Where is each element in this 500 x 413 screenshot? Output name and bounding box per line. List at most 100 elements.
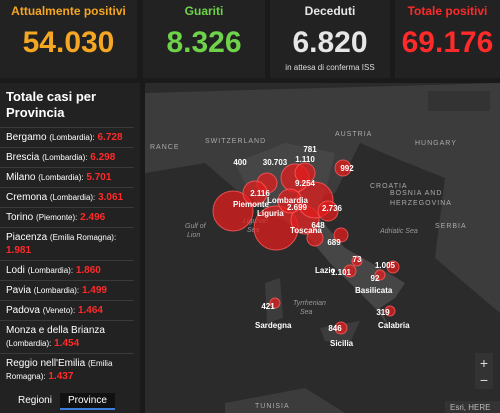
bubble bbox=[334, 159, 352, 177]
bubble-label: 992 bbox=[340, 164, 354, 173]
item-value: 1.437 bbox=[48, 371, 74, 382]
bubble bbox=[374, 269, 386, 281]
stat-card: Deceduti 6.820 in attesa di conferma ISS bbox=[270, 0, 390, 78]
bubble-label: 92 bbox=[371, 274, 380, 283]
bubble-label: 421 bbox=[261, 302, 275, 311]
bubble-label: 1.101 bbox=[331, 268, 352, 277]
country-label: SERBIA bbox=[435, 223, 467, 230]
sea-label: Sea bbox=[247, 227, 260, 234]
bubble-label: 2.699 bbox=[287, 203, 308, 212]
stat-value: 8.326 bbox=[166, 26, 242, 59]
sea-label: Tyrrhenian bbox=[293, 300, 326, 307]
item-value: 2.496 bbox=[80, 212, 106, 223]
list-item[interactable]: Lodi (Lombardia): 1.860 bbox=[0, 260, 134, 280]
bubble bbox=[343, 264, 357, 278]
region-label: Basilicata bbox=[355, 286, 393, 295]
item-name: Milano bbox=[6, 172, 36, 183]
item-region: (Veneto): bbox=[42, 306, 76, 315]
attribution-bg bbox=[445, 401, 500, 413]
bubble-label: 2.116 bbox=[250, 189, 270, 198]
sidebar: Totale casi per Provincia Bergamo (Lomba… bbox=[0, 83, 140, 413]
bubble bbox=[269, 297, 281, 309]
bubble-label: 319 bbox=[376, 308, 390, 317]
country-label: HUNGARY bbox=[415, 140, 457, 147]
sidebar-title: Totale casi per Provincia bbox=[6, 89, 97, 120]
item-value: 1.499 bbox=[81, 285, 107, 296]
country-label: CROATIA bbox=[370, 183, 408, 190]
tabs: Regioni Province bbox=[0, 390, 140, 413]
country-label: RANCE bbox=[150, 144, 180, 151]
item-value: 1.981 bbox=[6, 245, 32, 256]
item-name: Monza e della Brianza bbox=[6, 325, 105, 336]
bubble-label: 2.736 bbox=[322, 204, 343, 213]
stat-label: Totale positivi bbox=[407, 4, 488, 18]
item-name: Brescia bbox=[6, 152, 40, 163]
region-label: Toscana bbox=[290, 226, 322, 235]
item-value: 1.464 bbox=[77, 305, 103, 316]
item-value: 5.701 bbox=[86, 172, 112, 183]
item-value: 3.061 bbox=[98, 192, 124, 203]
stat-card: Totale positivi 69.176 bbox=[395, 0, 500, 78]
list-item[interactable]: Bergamo (Lombardia): 6.728 bbox=[0, 127, 134, 147]
region-label: Liguria bbox=[257, 209, 284, 218]
attribution: Esri, HERE bbox=[450, 403, 490, 412]
item-region: (Emilia Romagna): bbox=[49, 233, 117, 242]
list-item[interactable]: Pavia (Lombardia): 1.499 bbox=[0, 280, 134, 300]
bubble bbox=[317, 200, 339, 222]
land bbox=[225, 178, 500, 413]
bubble bbox=[294, 162, 316, 184]
region-label: Sicilia bbox=[330, 339, 354, 348]
list-item[interactable]: Monza e della Brianza (Lombardia): 1.454 bbox=[0, 320, 134, 353]
bubble-label: 1.005 bbox=[375, 261, 396, 270]
bubble-label: 781 bbox=[303, 145, 317, 154]
region-label: Lombardia bbox=[267, 196, 308, 205]
stat-value: 69.176 bbox=[401, 26, 494, 59]
list-item[interactable]: Reggio nell'Emilia (Emilia Romagna): 1.4… bbox=[0, 353, 134, 386]
bubble-label: 9.254 bbox=[295, 179, 316, 188]
bubble bbox=[212, 190, 254, 232]
bubble-label: 846 bbox=[328, 324, 342, 333]
toolbar bbox=[428, 91, 490, 111]
item-region: (Piemonte): bbox=[36, 213, 78, 222]
bubble bbox=[384, 305, 396, 317]
item-name: Cremona bbox=[6, 192, 48, 203]
bubble-label: 689 bbox=[327, 238, 341, 247]
item-name: Lodi bbox=[6, 265, 25, 276]
list-item[interactable]: Torino (Piemonte): 2.496 bbox=[0, 207, 134, 227]
list-item[interactable]: Milano (Lombardia): 5.701 bbox=[0, 167, 134, 187]
tab[interactable]: Regioni bbox=[18, 395, 52, 406]
list-item[interactable]: Cremona (Lombardia): 3.061 bbox=[0, 187, 134, 207]
item-name: Padova bbox=[6, 305, 40, 316]
country-label: AUSTRIA bbox=[335, 131, 372, 138]
list-item[interactable]: Padova (Veneto): 1.464 bbox=[0, 300, 134, 320]
country-label: SWITZERLAND bbox=[205, 138, 266, 145]
item-region: (Emilia Romagna): bbox=[6, 359, 113, 381]
land bbox=[145, 83, 500, 203]
item-name: Pavia bbox=[6, 285, 32, 296]
bubble bbox=[277, 188, 303, 214]
bubble bbox=[351, 255, 363, 267]
list-item[interactable]: Piacenza (Emilia Romagna): 1.981 bbox=[0, 227, 134, 260]
bubble bbox=[386, 260, 400, 274]
item-region: (Lombardia): bbox=[49, 193, 96, 202]
svg-text:+: + bbox=[480, 355, 488, 371]
stat-value: 54.030 bbox=[22, 26, 115, 59]
stat-label: Deceduti bbox=[304, 4, 356, 18]
svg-text:−: − bbox=[480, 372, 488, 388]
bubble bbox=[306, 229, 324, 247]
region-label: Piemonte bbox=[233, 200, 270, 209]
region-label: Sardegna bbox=[255, 321, 292, 330]
list-item[interactable]: Brescia (Lombardia): 6.298 bbox=[0, 147, 134, 167]
sea-label: Lion bbox=[187, 232, 200, 239]
bubble-label: 400 bbox=[233, 158, 247, 167]
country-label: BOSNIA AND bbox=[390, 190, 442, 197]
item-name: Torino bbox=[6, 212, 34, 223]
region-label: Lazio bbox=[315, 266, 336, 275]
tab[interactable]: Province bbox=[60, 393, 115, 410]
zoom[interactable]: +− bbox=[475, 353, 493, 389]
stat-value: 6.820 bbox=[292, 26, 368, 59]
region-label: Calabria bbox=[378, 321, 410, 330]
bubble-label: 73 bbox=[353, 255, 362, 264]
item-value: 6.728 bbox=[97, 132, 123, 143]
